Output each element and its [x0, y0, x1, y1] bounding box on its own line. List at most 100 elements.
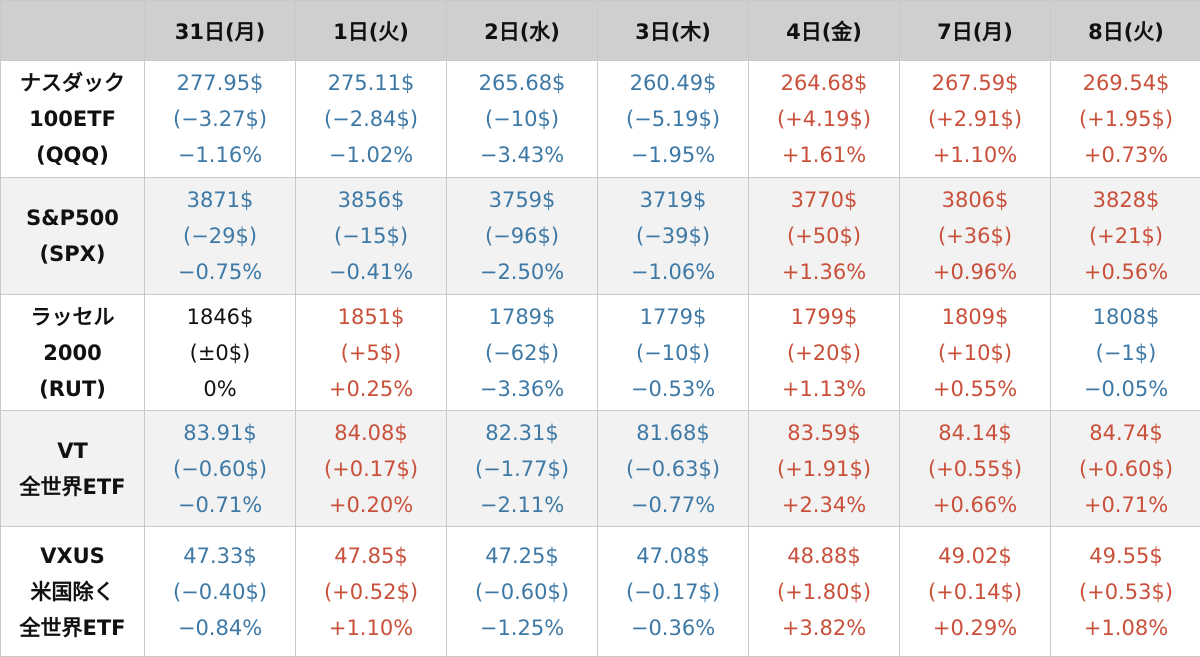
price-value: 277.95$	[145, 65, 295, 101]
price-cell: 1789$(−62$)−3.36%	[447, 295, 598, 411]
header-day: 7日(月)	[900, 1, 1051, 61]
percent-value: −1.16%	[145, 137, 295, 173]
price-value: 47.85$	[296, 538, 446, 574]
percent-value: −0.41%	[296, 254, 446, 290]
change-value: (−0.60$)	[447, 574, 597, 610]
price-cell: 1846$(±0$)0%	[145, 295, 296, 411]
price-value: 3828$	[1051, 182, 1200, 218]
row-label: ラッセル 2000 (RUT)	[1, 295, 145, 411]
price-value: 84.14$	[900, 415, 1050, 451]
price-cell: 3828$(+21$)+0.56%	[1051, 178, 1200, 295]
percent-value: +1.10%	[296, 610, 446, 646]
table-row-vxus: VXUS 米国除く 全世界ETF 47.33$(−0.40$)−0.84% 47…	[1, 527, 1200, 657]
row-label-line: ラッセル	[1, 299, 144, 335]
row-label-line: (RUT)	[1, 371, 144, 407]
change-value: (−1$)	[1051, 335, 1200, 371]
price-value: 1779$	[598, 299, 748, 335]
change-value: (−39$)	[598, 218, 748, 254]
percent-value: −0.36%	[598, 610, 748, 646]
change-value: (−0.17$)	[598, 574, 748, 610]
price-cell: 269.54$(+1.95$)+0.73%	[1051, 61, 1200, 178]
change-value: (+10$)	[900, 335, 1050, 371]
change-value: (−0.60$)	[145, 451, 295, 487]
price-cell: 84.14$(+0.55$)+0.66%	[900, 411, 1051, 527]
header-day: 4日(金)	[749, 1, 900, 61]
percent-value: +1.61%	[749, 137, 899, 173]
price-cell: 275.11$(−2.84$)−1.02%	[296, 61, 447, 178]
row-label: S&P500 (SPX)	[1, 178, 145, 295]
price-cell: 1779$(−10$)−0.53%	[598, 295, 749, 411]
change-value: (+20$)	[749, 335, 899, 371]
price-cell: 48.88$(+1.80$)+3.82%	[749, 527, 900, 657]
table-row-spx: S&P500 (SPX) 3871$(−29$)−0.75% 3856$(−15…	[1, 178, 1200, 295]
price-value: 1808$	[1051, 299, 1200, 335]
percent-value: +0.96%	[900, 254, 1050, 290]
percent-value: −0.84%	[145, 610, 295, 646]
price-value: 48.88$	[749, 538, 899, 574]
price-cell: 3871$(−29$)−0.75%	[145, 178, 296, 295]
header-row: 31日(月) 1日(火) 2日(水) 3日(木) 4日(金) 7日(月) 8日(…	[1, 1, 1200, 61]
change-value: (−1.77$)	[447, 451, 597, 487]
price-value: 84.08$	[296, 415, 446, 451]
percent-value: +0.20%	[296, 487, 446, 523]
price-cell: 47.25$(−0.60$)−1.25%	[447, 527, 598, 657]
price-cell: 81.68$(−0.63$)−0.77%	[598, 411, 749, 527]
change-value: (+1.91$)	[749, 451, 899, 487]
percent-value: +0.73%	[1051, 137, 1200, 173]
table-row-vt: VT 全世界ETF 83.91$(−0.60$)−0.71% 84.08$(+0…	[1, 411, 1200, 527]
price-cell: 83.59$(+1.91$)+2.34%	[749, 411, 900, 527]
price-value: 3871$	[145, 182, 295, 218]
price-value: 275.11$	[296, 65, 446, 101]
percent-value: +0.55%	[900, 371, 1050, 407]
price-value: 83.59$	[749, 415, 899, 451]
price-value: 1851$	[296, 299, 446, 335]
price-cell: 49.55$(+0.53$)+1.08%	[1051, 527, 1200, 657]
change-value: (+4.19$)	[749, 101, 899, 137]
row-label-line: S&P500	[1, 200, 144, 236]
price-value: 1799$	[749, 299, 899, 335]
row-label-line: (QQQ)	[1, 137, 144, 173]
price-value: 264.68$	[749, 65, 899, 101]
change-value: (−2.84$)	[296, 101, 446, 137]
price-value: 49.02$	[900, 538, 1050, 574]
percent-value: −1.95%	[598, 137, 748, 173]
price-value: 3806$	[900, 182, 1050, 218]
price-cell: 3806$(+36$)+0.96%	[900, 178, 1051, 295]
change-value: (+1.80$)	[749, 574, 899, 610]
price-cell: 1799$(+20$)+1.13%	[749, 295, 900, 411]
price-cell: 265.68$(−10$)−3.43%	[447, 61, 598, 178]
price-value: 47.33$	[145, 538, 295, 574]
header-day: 31日(月)	[145, 1, 296, 61]
price-value: 265.68$	[447, 65, 597, 101]
percent-value: −3.36%	[447, 371, 597, 407]
table-row-qqq: ナスダック 100ETF (QQQ) 277.95$(−3.27$)−1.16%…	[1, 61, 1200, 178]
price-value: 83.91$	[145, 415, 295, 451]
change-value: (+5$)	[296, 335, 446, 371]
price-cell: 1808$(−1$)−0.05%	[1051, 295, 1200, 411]
change-value: (+1.95$)	[1051, 101, 1200, 137]
price-value: 1846$	[145, 299, 295, 335]
change-value: (−10$)	[447, 101, 597, 137]
percent-value: +1.08%	[1051, 610, 1200, 646]
header-day: 2日(水)	[447, 1, 598, 61]
change-value: (+0.53$)	[1051, 574, 1200, 610]
percent-value: −0.71%	[145, 487, 295, 523]
change-value: (+0.52$)	[296, 574, 446, 610]
change-value: (+0.14$)	[900, 574, 1050, 610]
row-label: VXUS 米国除く 全世界ETF	[1, 527, 145, 657]
header-day: 3日(木)	[598, 1, 749, 61]
change-value: (+36$)	[900, 218, 1050, 254]
price-cell: 47.33$(−0.40$)−0.84%	[145, 527, 296, 657]
price-cell: 83.91$(−0.60$)−0.71%	[145, 411, 296, 527]
price-cell: 260.49$(−5.19$)−1.95%	[598, 61, 749, 178]
price-value: 267.59$	[900, 65, 1050, 101]
price-cell: 3719$(−39$)−1.06%	[598, 178, 749, 295]
price-value: 82.31$	[447, 415, 597, 451]
percent-value: +0.71%	[1051, 487, 1200, 523]
header-day: 1日(火)	[296, 1, 447, 61]
change-value: (+0.55$)	[900, 451, 1050, 487]
change-value: (−10$)	[598, 335, 748, 371]
percent-value: −0.53%	[598, 371, 748, 407]
row-label-line: ナスダック	[1, 65, 144, 101]
